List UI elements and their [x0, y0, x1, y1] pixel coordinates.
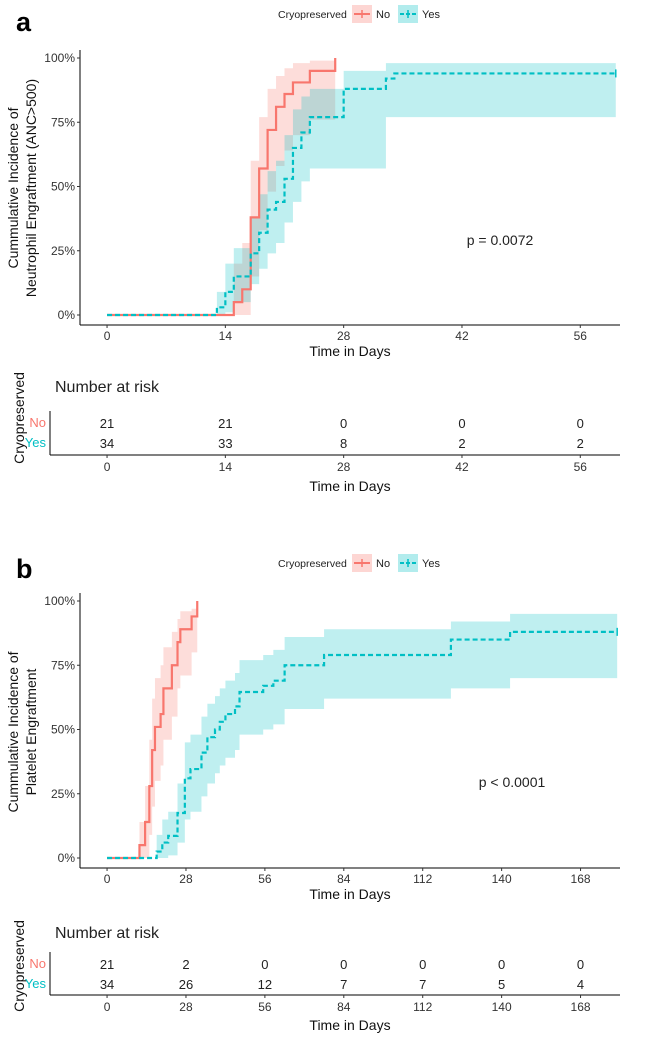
risk-count: 0 — [419, 957, 426, 972]
ci-band-yes — [107, 63, 616, 315]
risk-table-title: Number at risk — [55, 925, 160, 942]
risk-x-tick-label: 0 — [104, 1000, 111, 1014]
p-value-annotation: p = 0.0072 — [467, 232, 534, 248]
legend-label-yes: Yes — [422, 9, 440, 21]
risk-count: 0 — [340, 416, 347, 431]
risk-x-tick-label: 42 — [455, 460, 469, 474]
curve-yes — [107, 72, 616, 317]
risk-table-title: Number at risk — [55, 379, 160, 396]
ci-band-no — [107, 608, 198, 858]
x-tick-label: 0 — [104, 872, 111, 886]
risk-count: 26 — [179, 977, 193, 992]
risk-count: 0 — [261, 957, 268, 972]
risk-x-tick-label: 28 — [179, 1000, 193, 1014]
risk-count: 7 — [419, 977, 426, 992]
risk-x-tick-label: 168 — [571, 1000, 591, 1014]
legend-title: Cryopreserved — [278, 9, 347, 21]
risk-x-tick-label: 56 — [574, 460, 588, 474]
y-axis-title-line: Cummulative Incidence of — [5, 107, 21, 268]
y-tick-label: 100% — [44, 594, 75, 608]
x-axis-title: Time in Days — [309, 343, 390, 359]
y-tick-label: 75% — [51, 115, 75, 129]
risk-count: 21 — [100, 416, 114, 431]
y-tick-label: 50% — [51, 723, 75, 737]
legend-label-no: No — [376, 558, 390, 570]
risk-x-tick-label: 14 — [219, 460, 233, 474]
x-tick-label: 28 — [337, 329, 351, 343]
ci-band-no — [107, 60, 336, 315]
panel-label: b — [16, 554, 33, 584]
risk-count: 34 — [100, 977, 114, 992]
risk-count: 5 — [498, 977, 505, 992]
risk-count: 0 — [498, 957, 505, 972]
y-tick-label: 25% — [51, 244, 75, 258]
risk-count: 33 — [218, 436, 232, 451]
risk-count: 0 — [577, 957, 584, 972]
risk-count: 0 — [458, 416, 465, 431]
risk-count: 7 — [340, 977, 347, 992]
y-axis-title-line: Neutrophil Engraftment (ANC>500) — [23, 79, 39, 297]
x-tick-label: 56 — [258, 872, 272, 886]
x-tick-label: 112 — [413, 872, 432, 886]
y-tick-label: 50% — [51, 180, 75, 194]
risk-count: 12 — [258, 977, 272, 992]
risk-x-tick-label: 84 — [337, 1000, 351, 1014]
risk-count: 2 — [182, 957, 189, 972]
risk-count: 0 — [577, 416, 584, 431]
risk-row-label-no: No — [29, 415, 46, 430]
risk-table: Number at risk Cryopreserved No 21 21 0 0 0 Yes 3… — [11, 372, 620, 494]
y-tick-label: 0% — [58, 308, 76, 322]
y-tick-label: 75% — [51, 658, 75, 672]
y-tick-label: 100% — [44, 51, 75, 65]
risk-x-tick-label: 28 — [337, 460, 351, 474]
legend: Cryopreserved No Yes — [278, 554, 440, 572]
risk-count: 34 — [100, 436, 114, 451]
x-tick-label: 0 — [104, 329, 111, 343]
risk-x-tick-label: 56 — [258, 1000, 272, 1014]
risk-table-y-title: Cryopreserved — [11, 372, 27, 464]
p-value-annotation: p < 0.0001 — [479, 774, 546, 790]
risk-table-y-title: Cryopreserved — [11, 920, 27, 1012]
risk-row-label-yes: Yes — [25, 976, 47, 991]
y-axis-title-line: Cummulative Incidence of — [5, 651, 21, 812]
risk-count: 2 — [577, 436, 584, 451]
risk-x-axis-title: Time in Days — [309, 478, 390, 494]
legend: Cryopreserved No Yes — [278, 5, 440, 23]
x-tick-label: 140 — [492, 872, 512, 886]
risk-count: 2 — [458, 436, 465, 451]
y-tick-label: 0% — [58, 851, 76, 865]
legend-title: Cryopreserved — [278, 558, 347, 570]
ci-band-yes — [107, 613, 618, 858]
risk-x-tick-label: 112 — [413, 1000, 432, 1014]
y-axis-title-line: Platelet Engraftment — [23, 668, 39, 795]
legend-label-yes: Yes — [422, 558, 440, 570]
legend-label-no: No — [376, 9, 390, 21]
curve-no — [107, 601, 199, 860]
curve-no — [107, 58, 337, 317]
x-axis-title: Time in Days — [309, 886, 390, 902]
x-tick-label: 42 — [455, 329, 469, 343]
risk-count: 8 — [340, 436, 347, 451]
y-tick-label: 25% — [51, 787, 75, 801]
risk-row-label-no: No — [29, 956, 46, 971]
risk-x-tick-label: 140 — [492, 1000, 512, 1014]
x-tick-label: 168 — [571, 872, 591, 886]
risk-count: 21 — [100, 957, 114, 972]
x-tick-label: 14 — [219, 329, 233, 343]
risk-x-axis-title: Time in Days — [309, 1017, 390, 1033]
risk-row-label-yes: Yes — [25, 435, 47, 450]
risk-count: 21 — [218, 416, 232, 431]
x-tick-label: 56 — [574, 329, 588, 343]
risk-x-tick-label: 0 — [104, 460, 111, 474]
panel-label: a — [16, 7, 32, 37]
risk-count: 0 — [340, 957, 347, 972]
risk-count: 4 — [577, 977, 584, 992]
x-tick-label: 84 — [337, 872, 351, 886]
x-tick-label: 28 — [179, 872, 193, 886]
